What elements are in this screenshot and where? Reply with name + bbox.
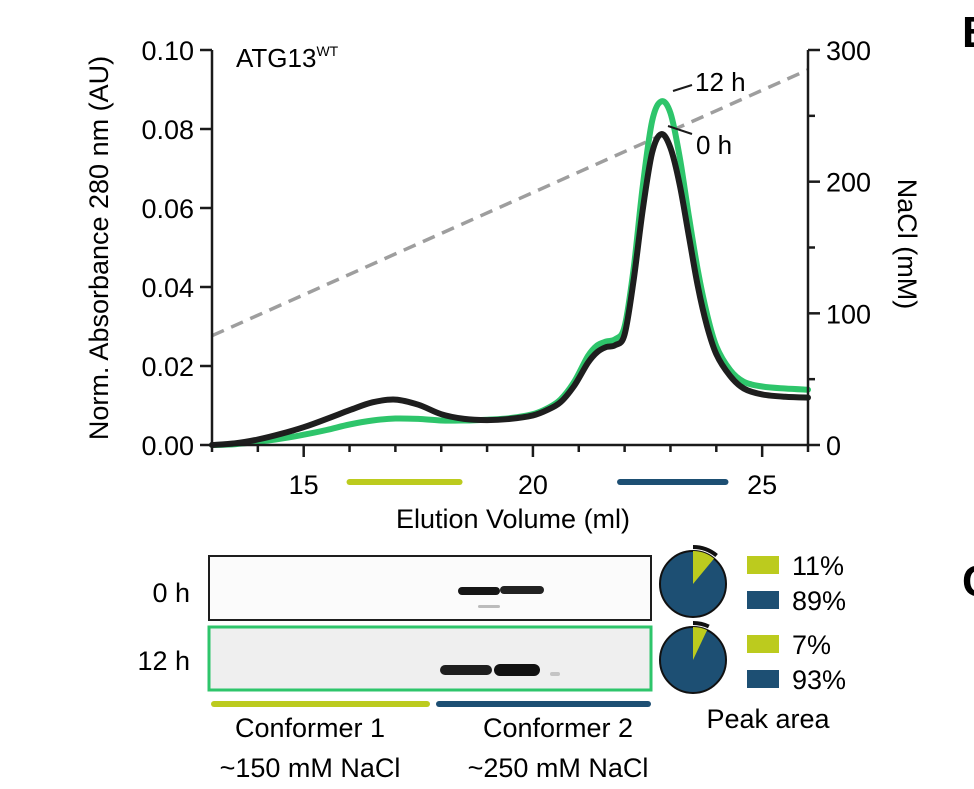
peak-area-panel: 11% 89% 7% 93% Peak area — [659, 545, 846, 734]
chart-title-main: ATG13 — [236, 43, 316, 73]
y2-tick-label: 300 — [826, 36, 871, 66]
y-tick-label: 0.10 — [141, 36, 194, 66]
y-tick-label: 0.02 — [141, 352, 194, 382]
legend-value-conformer-2-0h: 89% — [792, 586, 846, 616]
legend-swatch-conformer-1-0h — [747, 556, 779, 574]
y2-tick-label: 100 — [826, 299, 871, 329]
blot-lane-12h — [207, 625, 653, 692]
series-line-0-h — [209, 131, 811, 448]
x-tick-label: 25 — [747, 470, 777, 500]
x-axis-label: Elution Volume (ml) — [396, 504, 630, 534]
blot-band-12h-faint — [550, 672, 560, 676]
y2-axis-label: NaCl (mM) — [892, 179, 922, 309]
y-axis-label: Norm. Absorbance 280 nm (AU) — [84, 56, 114, 440]
y-tick-label: 0.00 — [141, 431, 194, 461]
y-tick-label: 0.04 — [141, 273, 194, 303]
chromatogram: 15 20 25 0.00 0.02 0.04 0.06 0.08 0.10 0 100 200 3… — [84, 36, 922, 534]
blot-band-0h-faint — [478, 605, 500, 608]
legend-value-conformer-1-12h: 7% — [792, 630, 831, 660]
annotation-12h: 12 h — [695, 67, 746, 97]
chart-title: ATG13WT — [236, 43, 339, 73]
annotation-0h: 0 h — [696, 130, 732, 160]
conformer-1-bar — [211, 701, 430, 707]
peak-area-label: Peak area — [706, 704, 830, 734]
blot-band-12h-b — [494, 664, 540, 676]
y-ticks: 0.00 0.02 0.04 0.06 0.08 0.10 — [141, 36, 212, 461]
x-ticks: 15 20 25 — [210, 445, 810, 500]
conformer-1-salt: ~150 mM NaCl — [220, 753, 401, 783]
pie-0h — [659, 545, 727, 618]
plot-series — [209, 68, 811, 448]
conformer-2-bar — [436, 701, 651, 707]
pie-12h — [659, 620, 727, 694]
blot-band-12h-a — [440, 665, 492, 675]
conformer-1-name: Conformer 1 — [235, 713, 385, 743]
pie-slice-conformer-1 — [693, 551, 714, 584]
legend-value-conformer-1-0h: 11% — [792, 551, 844, 581]
y2-ticks: 0 100 200 300 — [808, 36, 871, 461]
blot-lane-0h — [208, 555, 652, 621]
chart-title-superscript: WT — [316, 43, 338, 59]
blot-row-label-0h: 0 h — [152, 578, 190, 608]
y-tick-label: 0.08 — [141, 115, 194, 145]
annotation-leader-12h — [672, 84, 693, 92]
y2-tick-label: 200 — [826, 168, 871, 198]
legend-value-conformer-2-12h: 93% — [792, 665, 846, 695]
pie-highlight-arc — [692, 620, 710, 629]
blot-band-0h-b — [500, 586, 544, 594]
x-tick-label: 15 — [289, 470, 319, 500]
annotation-leader-0h — [667, 125, 693, 135]
y2-tick-label: 0 — [826, 431, 841, 461]
pie-highlight-arc — [692, 545, 718, 558]
conformer-2-salt: ~250 mM NaCl — [468, 753, 649, 783]
legend-swatch-conformer-2-0h — [747, 591, 779, 609]
pie-slice-conformer-1 — [693, 626, 708, 660]
legend-swatch-conformer-1-12h — [747, 635, 779, 653]
panel-letter-c: C — [962, 557, 974, 606]
panel-letter-b: B — [962, 8, 974, 57]
conformer-2-name: Conformer 2 — [483, 713, 633, 743]
western-blot: 0 h 12 h Conformer 1 ~150 mM NaCl Confor… — [137, 555, 653, 783]
blot-row-label-12h: 12 h — [137, 646, 190, 676]
y-tick-label: 0.06 — [141, 194, 194, 224]
series-line-nacl-gradient — [211, 68, 809, 338]
blot-band-0h-a — [458, 587, 500, 595]
x-tick-label: 20 — [518, 470, 548, 500]
legend-swatch-conformer-2-12h — [747, 670, 779, 688]
